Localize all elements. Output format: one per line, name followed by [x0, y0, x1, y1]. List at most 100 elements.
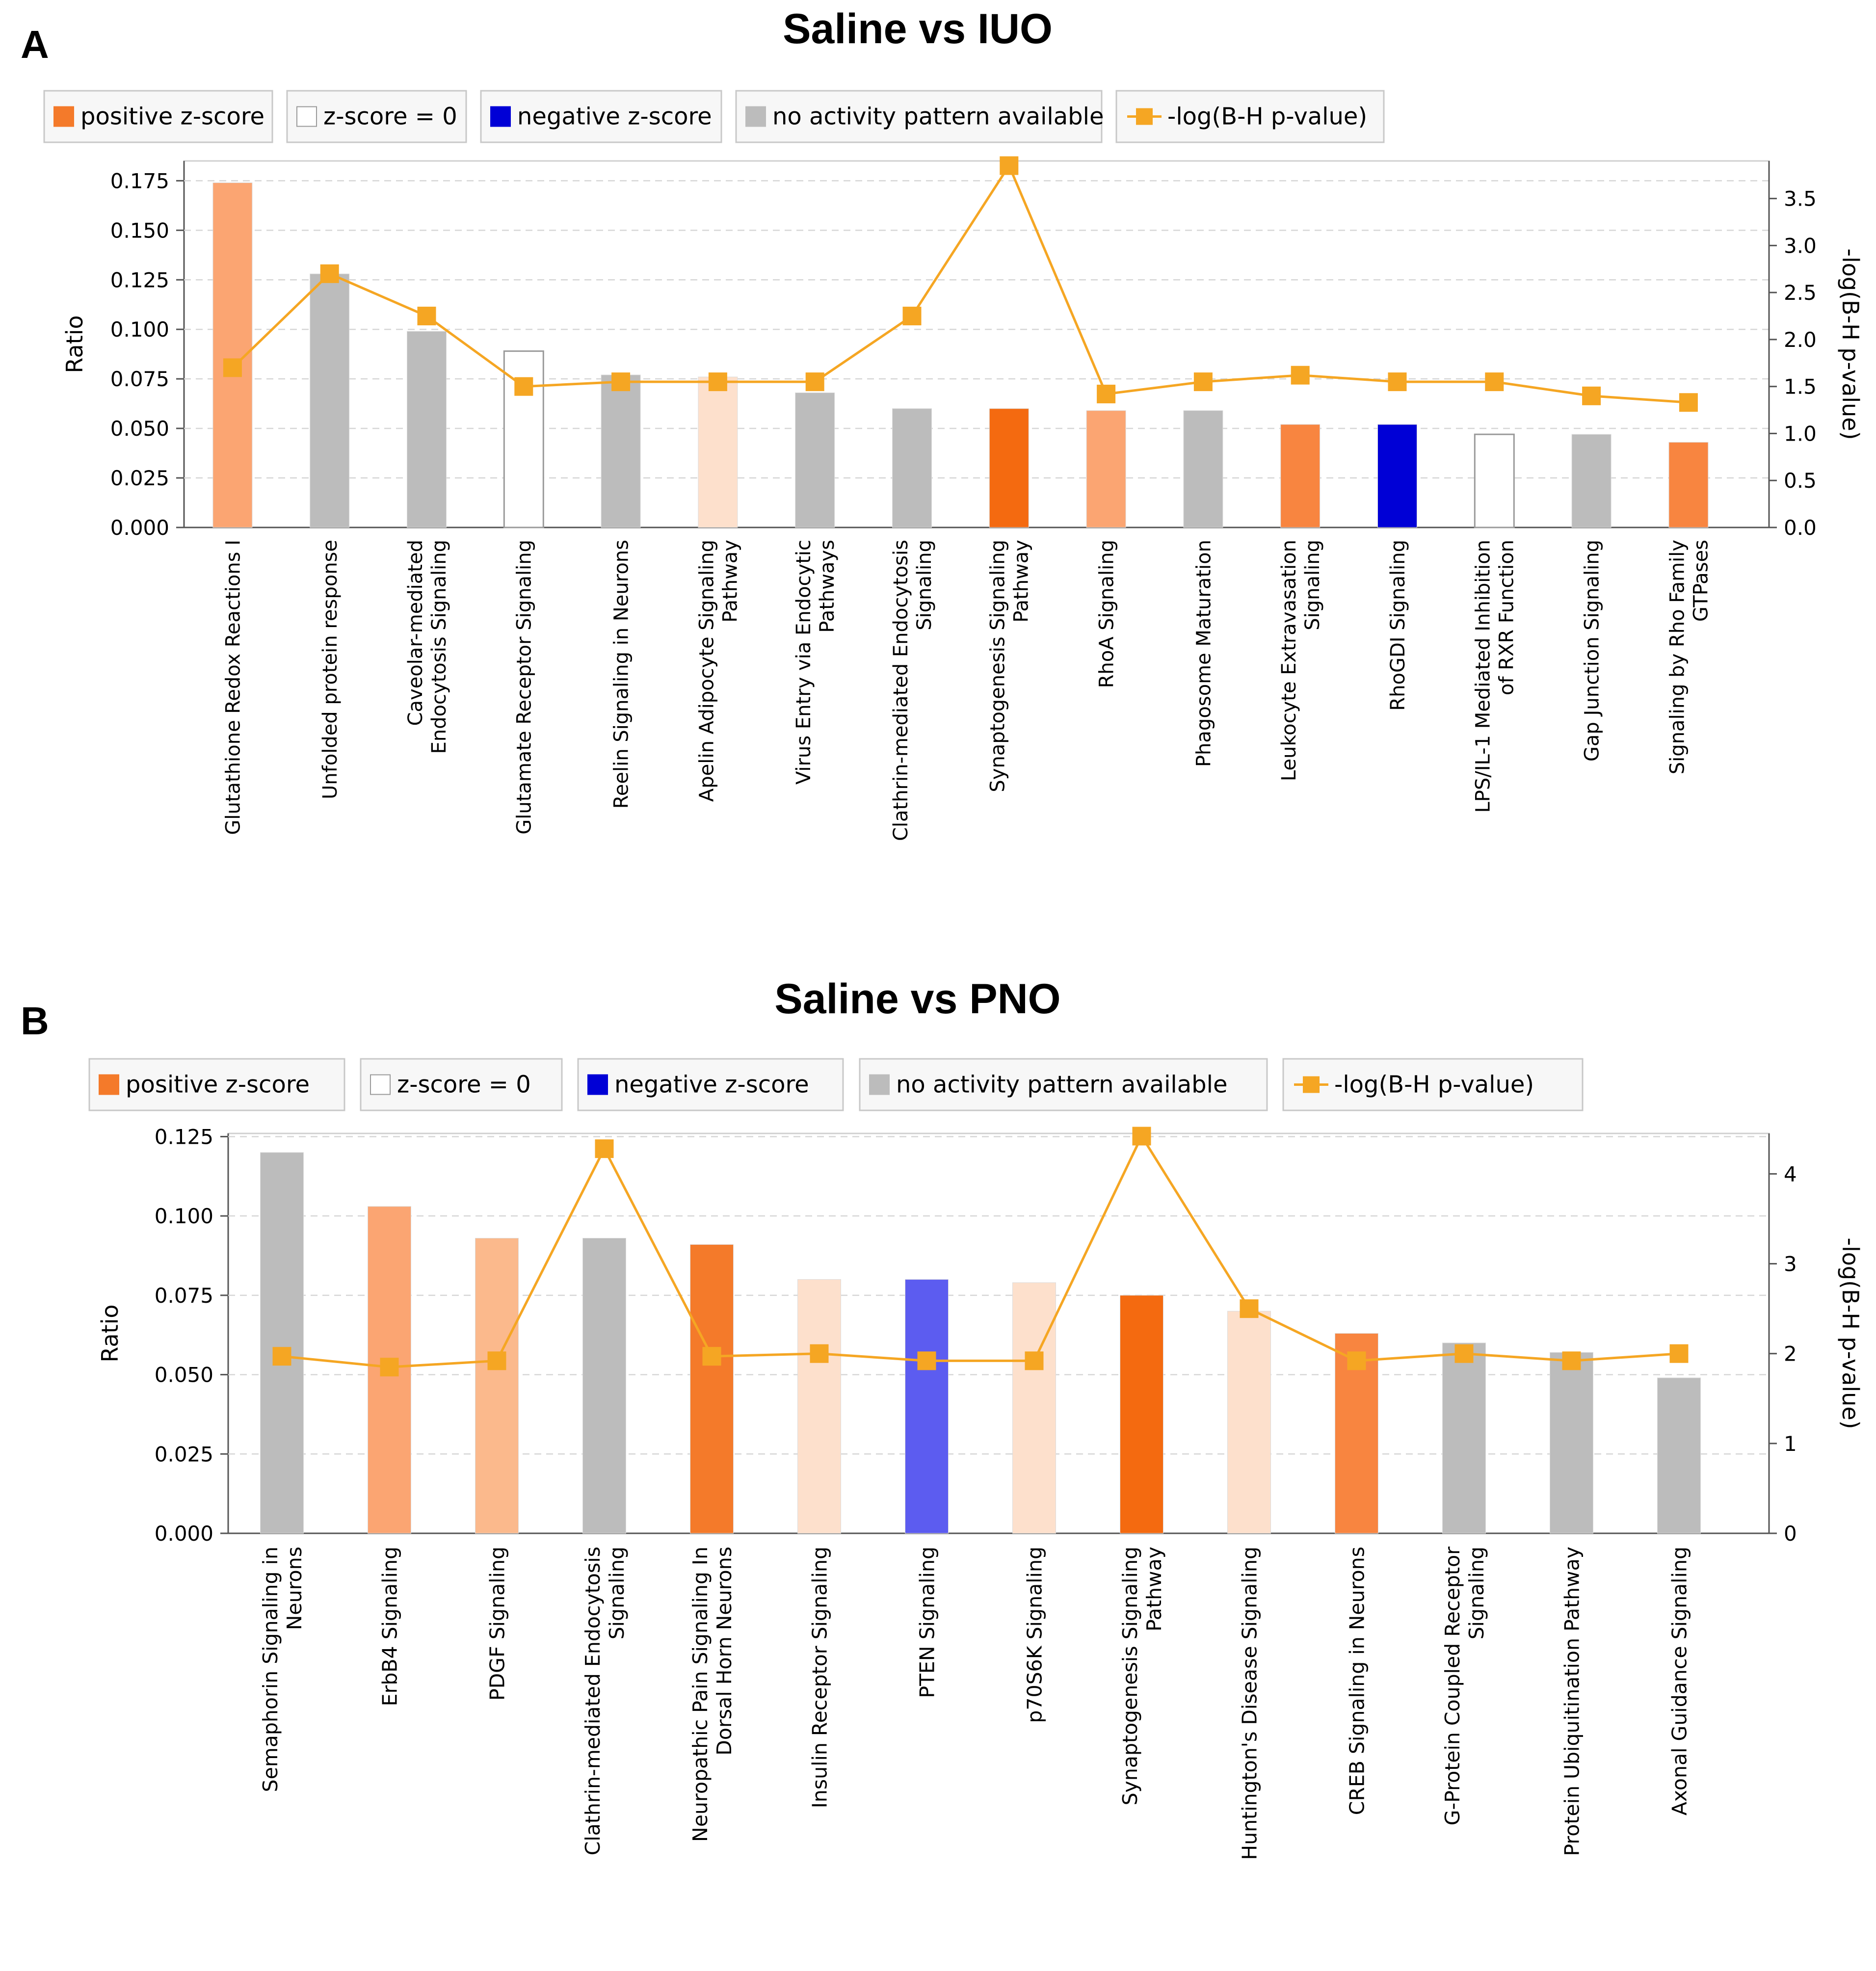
x-tick-label: Glutathione Redox Reactions I: [222, 540, 244, 835]
y2-tick-label: 4: [1784, 1162, 1797, 1186]
line-point: [1347, 1351, 1366, 1370]
line-point: [595, 1139, 614, 1158]
chart-legend: positive z-score z-score = 0 negative z-sc…: [43, 90, 1385, 143]
line-point: [1025, 1351, 1044, 1370]
x-tick-label: Signaling by Rho Family: [1666, 540, 1689, 774]
y2-tick-label: 2: [1784, 1342, 1797, 1366]
x-tick-label: GTPases: [1690, 540, 1712, 622]
x-tick-label: Neurons: [283, 1547, 306, 1630]
x-axis-categories: Glutathione Redox Reactions I Unfolded pr…: [222, 540, 1712, 841]
y2-tick-label: 1.0: [1784, 421, 1817, 446]
x-tick-label: Signaling: [1465, 1547, 1488, 1639]
bar: [1657, 1377, 1701, 1534]
x-tick-label: Unfolded protein response: [319, 540, 342, 799]
x-tick-label: Glutamate Receptor Signaling: [513, 540, 536, 835]
y-tick-label: 0.125: [110, 268, 169, 292]
bar: [1280, 424, 1321, 528]
legend-marker-swatch: [1303, 1076, 1320, 1093]
x-tick-label: PDGF Signaling: [485, 1547, 509, 1701]
line-point: [611, 372, 631, 392]
line-point: [1562, 1351, 1581, 1370]
line-point: [708, 372, 727, 392]
x-tick-label: PTEN Signaling: [915, 1547, 939, 1698]
y2-axis-title: -log(B-H p-value): [1837, 1237, 1864, 1429]
y-tick-label: 0.100: [110, 317, 169, 342]
bar: [698, 376, 738, 528]
bar: [601, 374, 641, 528]
line-point: [1454, 1344, 1474, 1363]
legend-color-swatch: [296, 106, 317, 127]
line-point: [514, 377, 533, 396]
bar: [1668, 442, 1709, 528]
legend-color-swatch: [745, 106, 766, 127]
line-point: [1291, 366, 1310, 385]
x-tick-label: Neuropathic Pain Signaling In: [688, 1547, 712, 1842]
chart-title: Saline vs IUO: [783, 5, 1053, 53]
legend-item-frame: [859, 1058, 1268, 1111]
y-tick-label: 0.050: [110, 417, 169, 441]
y2-tick-label: 2.5: [1784, 281, 1817, 305]
bar-series: [212, 182, 1709, 528]
x-tick-label: Pathway: [719, 540, 741, 623]
bar: [1474, 433, 1515, 528]
panel-label: B: [21, 999, 49, 1043]
x-tick-label: RhoGDI Signaling: [1387, 540, 1409, 711]
legend-item: positive z-score: [43, 90, 273, 143]
x-tick-label: Clathrin-mediated Endocytosis: [890, 540, 912, 841]
y-tick-label: 0.100: [155, 1204, 213, 1228]
x-tick-label: Endocytosis Signaling: [428, 540, 450, 754]
y-tick-label: 0.175: [110, 169, 169, 193]
chart-panel-a: A Saline vs IUO positive z-score z-score = …: [21, 5, 1864, 841]
y-axis: 0.000 0.025 0.050 0.075 0.100 0.125 Ratio: [97, 1125, 1769, 1546]
legend-label: positive z-score: [126, 1071, 310, 1099]
x-axis-categories: Semaphorin Signaling in Neurons ErbB4 Sign…: [259, 1547, 1691, 1860]
x-tick-label: Pathway: [1142, 1547, 1166, 1631]
x-tick-label: Clathrin-mediated Endocytosis: [581, 1547, 605, 1855]
x-tick-label: LPS/IL-1 Mediated Inhibition: [1472, 540, 1495, 813]
y-tick-label: 0.125: [155, 1125, 213, 1149]
legend-marker-swatch: [1136, 108, 1153, 125]
x-tick-label: Synaptogenesis Signaling: [987, 540, 1009, 792]
legend-item: positive z-score: [88, 1058, 345, 1111]
y2-axis: 0 1 2 3 4 -log(B-H p-value): [1768, 1133, 1864, 1546]
legend-item: -log(B-H p-value): [1115, 90, 1385, 143]
x-tick-label: Caveolar-mediated: [404, 540, 427, 726]
legend-item-frame: [88, 1058, 345, 1111]
line-point: [1679, 393, 1698, 412]
bar: [1012, 1282, 1056, 1534]
legend-item: z-score = 0: [286, 90, 467, 143]
line-point: [1669, 1344, 1689, 1363]
line-point: [1193, 372, 1213, 392]
y-axis-title: Ratio: [61, 315, 88, 373]
y2-tick-label: 3.0: [1784, 234, 1817, 258]
y-tick-label: 0.075: [155, 1284, 213, 1308]
bar: [690, 1244, 734, 1534]
line-point: [380, 1358, 399, 1377]
legend-label: z-score = 0: [323, 103, 457, 131]
y2-tick-label: 3.5: [1784, 187, 1817, 211]
series-line: [232, 163, 1689, 404]
bar-series: [260, 1152, 1701, 1534]
x-tick-label: Gap Junction Signaling: [1581, 540, 1604, 762]
legend-color-swatch: [99, 1074, 119, 1095]
x-tick-label: Dorsal Horn Neurons: [713, 1547, 736, 1756]
legend-label: positive z-score: [80, 103, 264, 131]
x-tick-label: Signaling: [605, 1547, 629, 1639]
line-point: [1240, 1299, 1259, 1318]
legend-item-frame: [577, 1058, 844, 1111]
y-tick-label: 0.025: [110, 466, 169, 490]
legend-label: no activity pattern available: [772, 103, 1104, 131]
legend-label: z-score = 0: [397, 1071, 531, 1099]
x-tick-label: CREB Signaling in Neurons: [1345, 1547, 1369, 1815]
legend-item-frame: [480, 90, 722, 143]
line-point: [1097, 385, 1116, 404]
line-point: [1388, 372, 1407, 392]
bar: [795, 392, 835, 528]
line-point: [223, 358, 242, 377]
x-tick-label: RhoA Signaling: [1096, 540, 1118, 688]
panel-label: A: [21, 23, 49, 66]
plot-area: [227, 1132, 1770, 1534]
y-tick-label: 0.025: [155, 1442, 213, 1466]
bar: [797, 1279, 841, 1534]
legend-item-frame: [1282, 1058, 1584, 1111]
